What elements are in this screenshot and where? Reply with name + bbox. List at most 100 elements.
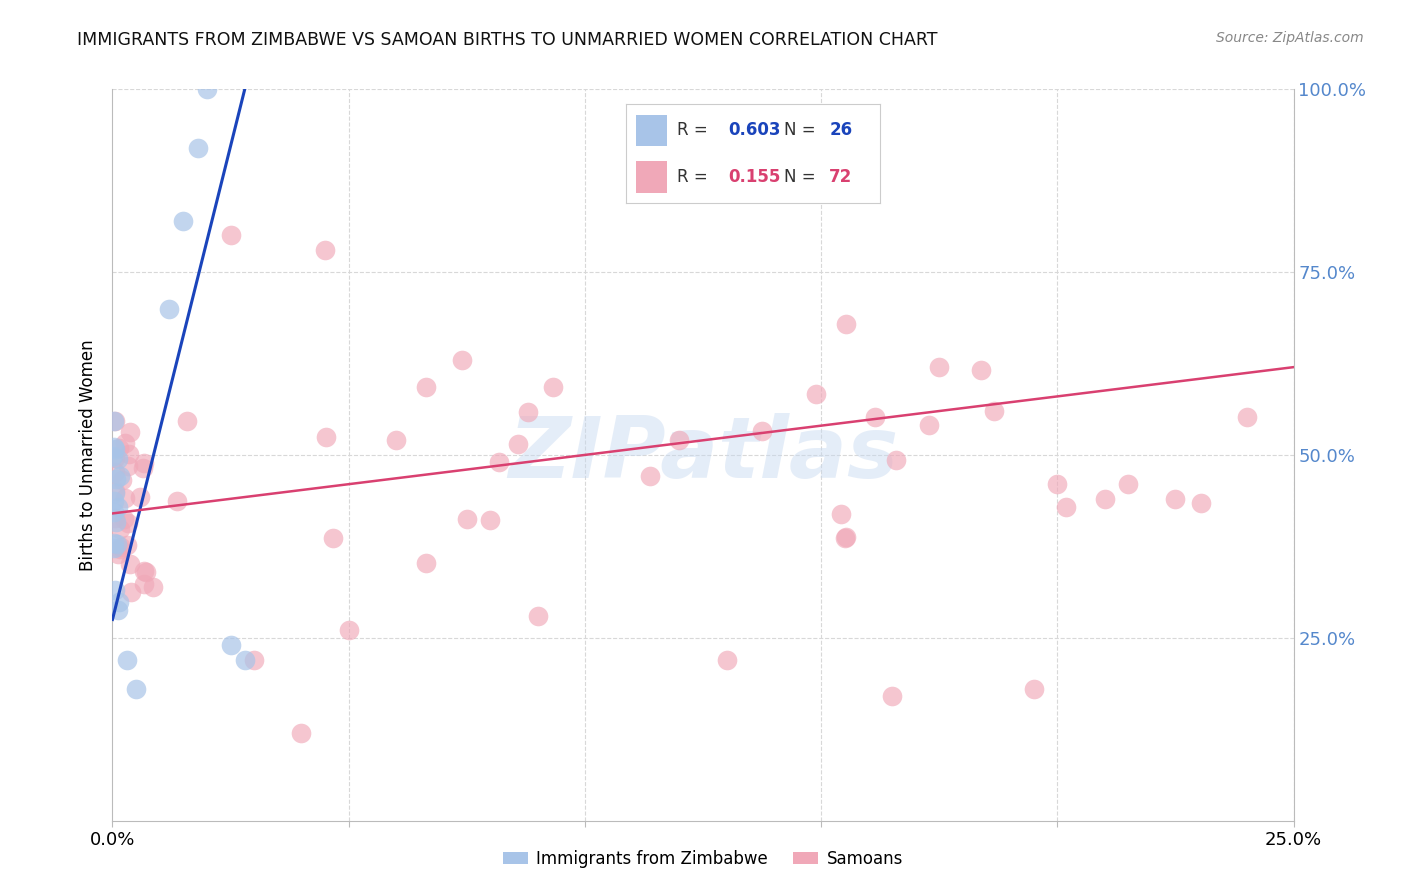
Point <box>1164 491 1187 506</box>
Point <box>983 403 1005 417</box>
Point <box>107 547 129 561</box>
Point <box>1189 496 1212 510</box>
Point <box>516 405 538 419</box>
Point <box>103 451 125 466</box>
Point <box>108 522 131 536</box>
Point <box>108 541 131 556</box>
Point <box>834 530 856 544</box>
Point <box>103 505 125 519</box>
Point <box>1094 491 1116 506</box>
Point <box>834 531 856 545</box>
Point <box>290 726 312 740</box>
Point <box>103 440 125 454</box>
Legend: Immigrants from Zimbabwe, Samoans: Immigrants from Zimbabwe, Samoans <box>496 844 910 875</box>
Point <box>115 538 138 552</box>
Point <box>886 452 908 467</box>
Point <box>104 485 127 500</box>
Point <box>118 425 141 439</box>
Point <box>104 515 127 529</box>
Point <box>716 653 738 667</box>
Text: ZIPatlas: ZIPatlas <box>508 413 898 497</box>
Point <box>117 516 139 530</box>
Point <box>107 500 129 515</box>
Point <box>101 449 124 463</box>
Point <box>865 409 887 424</box>
Point <box>541 379 564 393</box>
Point <box>103 414 125 428</box>
Point <box>1054 500 1077 514</box>
Point <box>450 353 472 368</box>
Point <box>117 458 139 473</box>
Point <box>103 494 125 508</box>
Point <box>114 435 136 450</box>
Point <box>120 585 142 599</box>
Point <box>118 447 141 461</box>
Point <box>157 301 180 316</box>
Point <box>142 580 165 594</box>
Point <box>108 595 131 609</box>
Point <box>880 690 903 704</box>
Point <box>1046 477 1069 491</box>
Point <box>103 536 125 550</box>
Point <box>835 317 858 331</box>
Point <box>456 512 478 526</box>
Point <box>970 363 993 377</box>
Point <box>219 228 242 243</box>
Point <box>107 452 129 467</box>
Point <box>219 638 242 652</box>
Point <box>132 577 155 591</box>
Point <box>917 418 939 433</box>
Point <box>125 681 148 696</box>
Point <box>243 653 266 667</box>
Point <box>166 494 188 508</box>
Point <box>233 653 256 667</box>
Point <box>488 455 510 469</box>
Point <box>415 380 437 394</box>
Point <box>478 513 501 527</box>
Point <box>104 465 127 479</box>
Point <box>118 557 141 571</box>
Point <box>638 469 661 483</box>
Point <box>385 434 408 448</box>
Point <box>103 541 125 555</box>
Point <box>1116 477 1139 491</box>
Point <box>195 82 218 96</box>
Point <box>115 653 138 667</box>
Point <box>314 243 336 257</box>
Point <box>135 565 157 579</box>
Point <box>131 460 153 475</box>
Point <box>112 512 135 526</box>
Point <box>114 491 136 505</box>
Point <box>111 473 134 487</box>
Text: IMMIGRANTS FROM ZIMBABWE VS SAMOAN BIRTHS TO UNMARRIED WOMEN CORRELATION CHART: IMMIGRANTS FROM ZIMBABWE VS SAMOAN BIRTH… <box>77 31 938 49</box>
Point <box>526 608 548 623</box>
Point <box>415 556 437 570</box>
Point <box>322 531 344 545</box>
Point <box>104 510 127 524</box>
Point <box>337 624 360 638</box>
Point <box>928 360 950 375</box>
Point <box>668 434 690 448</box>
Point <box>107 441 129 455</box>
Point <box>806 387 828 401</box>
Point <box>315 430 337 444</box>
Y-axis label: Births to Unmarried Women: Births to Unmarried Women <box>79 339 97 571</box>
Point <box>105 472 128 486</box>
Point <box>1022 681 1045 696</box>
Point <box>110 540 132 554</box>
Point <box>508 436 530 450</box>
Point <box>104 582 127 597</box>
Point <box>104 442 127 456</box>
Point <box>134 564 156 578</box>
Point <box>176 414 198 428</box>
Point <box>172 214 194 228</box>
Point <box>107 603 129 617</box>
Text: Source: ZipAtlas.com: Source: ZipAtlas.com <box>1216 31 1364 45</box>
Point <box>104 484 127 499</box>
Point <box>1236 409 1258 424</box>
Point <box>186 141 208 155</box>
Point <box>132 457 155 471</box>
Point <box>104 414 127 428</box>
Point <box>128 490 150 504</box>
Point <box>108 469 131 483</box>
